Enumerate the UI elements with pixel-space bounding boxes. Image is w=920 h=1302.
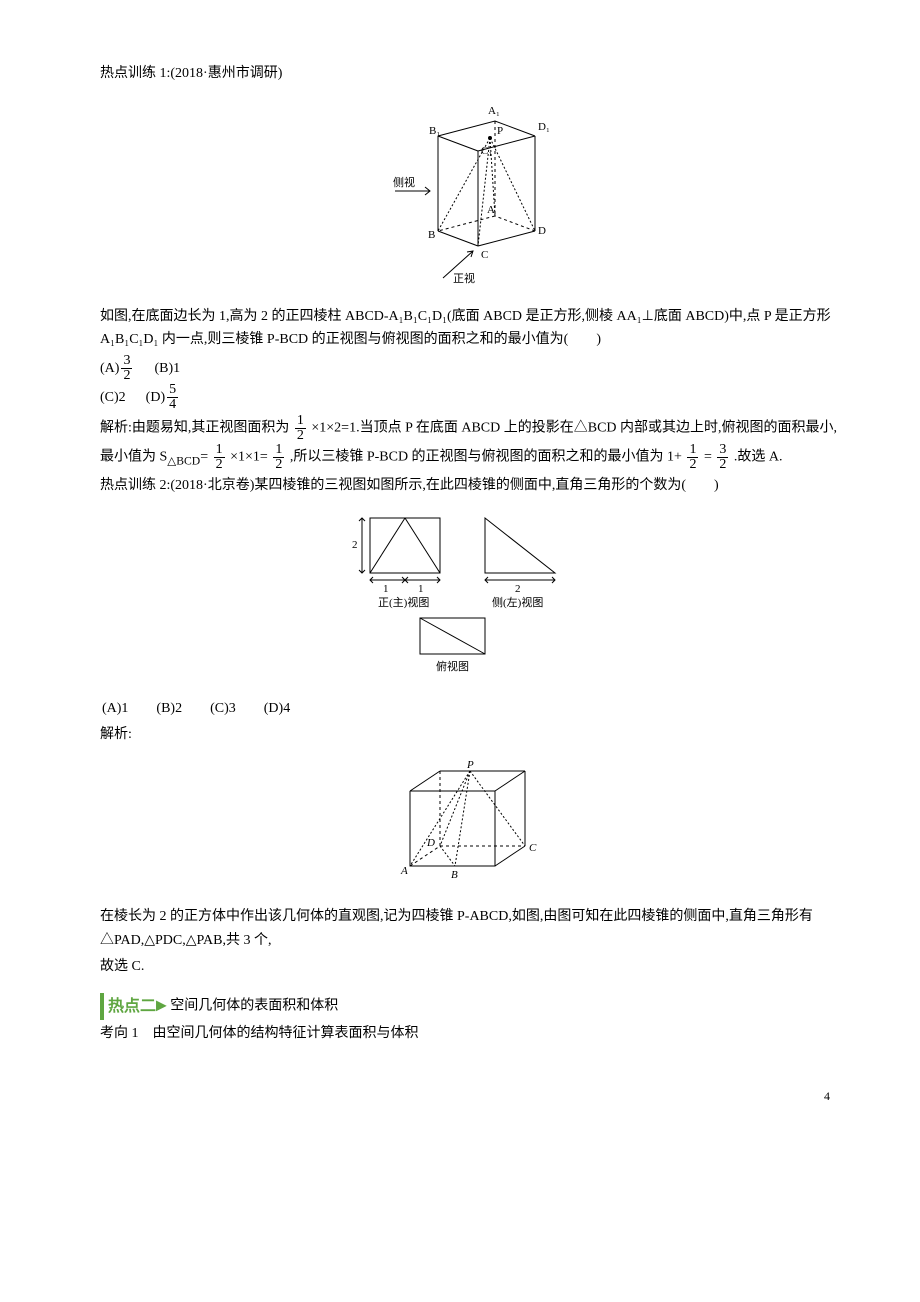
ex2-sol-answer: 故选 C. [100,955,840,979]
lbl-D: D [538,225,546,237]
f1n: 1 [295,414,306,429]
f1d: 2 [295,429,306,443]
front-t2: 1 [418,583,424,595]
ex2-intuitive-figure: P A B C D [100,756,840,895]
f4n: 1 [687,443,698,458]
ex1-figure: A₁ B₁ C₁ D₁ P A B C D 侧视 正视 [100,96,840,295]
sol-sub: △BCD [167,455,200,468]
lbl-front: 正视 [453,271,475,285]
f3-P: P [466,759,474,771]
play-icon: ▶ [156,998,167,1013]
sol-eq: = [200,450,208,465]
lbl-A1: A₁ [488,105,500,117]
front-label: 正(主)视图 [378,595,429,609]
ex1-solution: 解析:由题易知,其正视图面积为 12 ×1×2=1.当顶点 P 在底面 ABCD… [100,414,840,472]
hotspot-sub: 考向 1 由空间几何体的结构特征计算表面积与体积 [100,1022,840,1046]
optA-label: (A) [100,357,119,381]
front-t1: 1 [383,583,389,595]
sol-mid2: ×1×1= [230,450,268,465]
f3-C: C [529,842,537,854]
sol-mid4: = [704,450,712,465]
lbl-D1: D₁ [538,121,550,133]
side-w: 2 [515,583,521,595]
hotspot-badge: 热点二 [100,993,156,1020]
ex1-options-row1: (A) 3 2 (B)1 [100,354,840,383]
sol-tail: .故选 A. [734,450,783,465]
f5d: 2 [717,458,728,472]
f2d: 2 [214,458,225,472]
lbl-C: C [481,249,488,261]
ex2-title: 热点训练 2:(2018·北京卷)某四棱锥的三视图如图所示,在此四棱锥的侧面中,… [100,474,840,498]
side-label: 侧(左)视图 [492,595,543,609]
ex2-threeviews: 2 1 1 2 正(主)视图 侧(左)视图 俯视图 [100,508,840,687]
front-h: 2 [352,539,358,551]
optC: (C)2 [100,386,126,410]
optA-den: 2 [121,369,132,383]
f5n: 3 [717,443,728,458]
page-number: 4 [100,1086,840,1106]
hotspot-heading: 热点二▶ 空间几何体的表面积和体积 [100,993,840,1020]
top-label: 俯视图 [436,659,469,673]
optD-label: (D) [146,386,165,410]
ex2-sol-body: 在棱长为 2 的正方体中作出该几何体的直观图,记为四棱锥 P-ABCD,如图,由… [100,905,840,953]
hotspot-title: 空间几何体的表面积和体积 [170,998,338,1013]
optD-den: 4 [167,398,178,412]
optD-num: 5 [167,383,178,398]
lbl-side: 侧视 [393,175,415,189]
lbl-C1: C₁ [481,145,492,157]
lbl-B1: B₁ [429,125,440,137]
optB: (B)1 [154,357,180,381]
f4d: 2 [687,458,698,472]
f3-A: A [400,865,408,877]
lbl-B: B [428,229,435,241]
ex1-options-row2: (C)2 (D) 5 4 [100,383,840,412]
f3-D: D [426,837,435,849]
f2n: 1 [214,443,225,458]
optA-num: 3 [121,354,132,369]
f3n: 1 [273,443,284,458]
ex2-options: (A)1 (B)2 (C)3 (D)4 [100,697,840,721]
f3d: 2 [273,458,284,472]
lbl-A: A [487,204,495,216]
ex1-stem: 如图,在底面边长为 1,高为 2 的正四棱柱 ABCD-A₁B₁C₁D₁(底面 … [100,305,840,353]
ex1-title: 热点训练 1:(2018·惠州市调研) [100,62,840,86]
lbl-P: P [497,125,503,137]
sol-pre: 解析:由题易知,其正视图面积为 [100,421,289,436]
f3-B: B [451,869,458,881]
ex2-sol-head: 解析: [100,723,840,747]
sol-mid3: ,所以三棱锥 P-BCD 的正视图与俯视图的面积之和的最小值为 1+ [290,450,682,465]
